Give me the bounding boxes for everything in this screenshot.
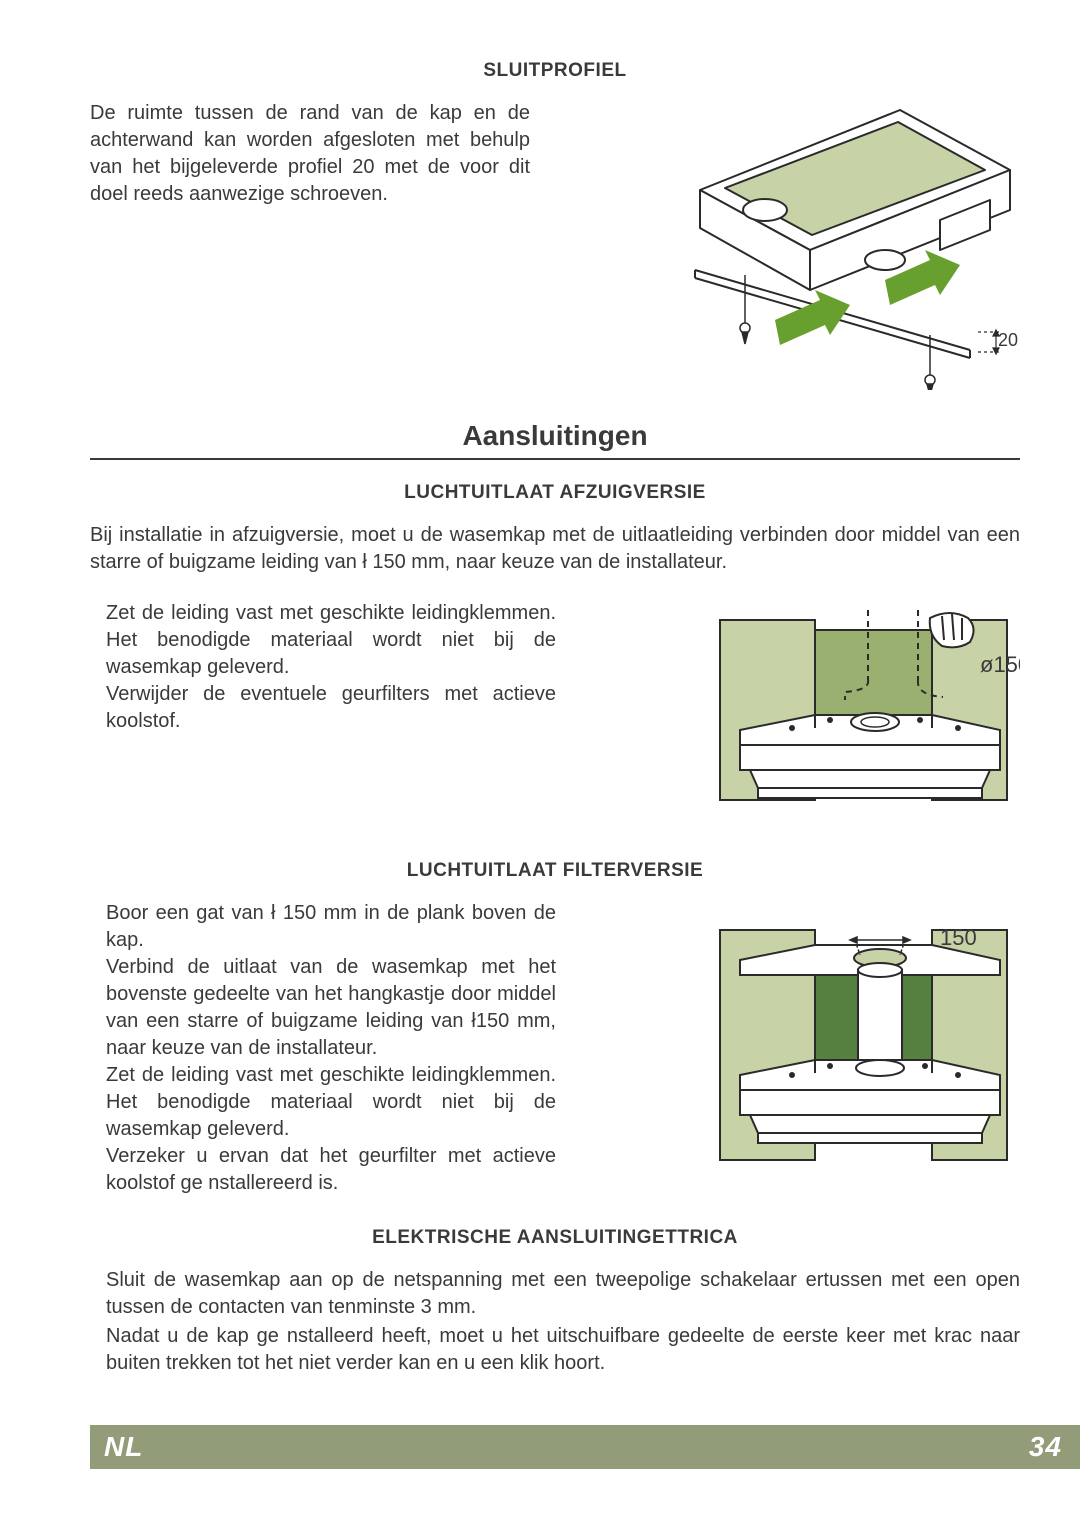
heading-afzuig: LUCHTUITLAAT AFZUIGVERSIE — [90, 482, 1020, 504]
filter-icon: 150 — [700, 900, 1020, 1190]
diagram-afzuig: ø150 — [700, 600, 1020, 830]
sluitprofiel-icon: 20 — [640, 100, 1020, 390]
bullet-filter-2: Verbind de uitlaat van de wasemkap met h… — [106, 954, 556, 1062]
footer-left: NL — [104, 1431, 143, 1463]
heading-sluitprofiel: SLUITPROFIEL — [90, 60, 1020, 82]
afzuig-icon: ø150 — [700, 600, 1020, 830]
label-20: 20 — [998, 330, 1018, 350]
row-afzuig: Zet de leiding vast met geschikte leidin… — [90, 600, 1020, 830]
bullet-filter-1: Boor een gat van ł 150 mm in de plank bo… — [106, 900, 556, 954]
bullet-filter-3: Zet de leiding vast met geschikte leidin… — [106, 1062, 556, 1143]
bullet-filter-4: Verzeker u ervan dat het geurfilter met … — [106, 1143, 556, 1197]
footer-right: 34 — [1029, 1431, 1062, 1463]
label-o150: ø150 — [980, 652, 1020, 677]
row-filter: Boor een gat van ł 150 mm in de plank bo… — [90, 900, 1020, 1197]
label-150: 150 — [940, 925, 977, 950]
main-title: Aansluitingen — [90, 420, 1020, 460]
footer-bar: NL 34 — [90, 1425, 1080, 1469]
diagram-filter: 150 — [700, 900, 1020, 1197]
bullet-elek-2: Nadat u de kap ge nstalleerd heeft, moet… — [106, 1323, 1020, 1377]
col-text-2: Zet de leiding vast met geschikte leidin… — [90, 600, 660, 830]
bullet-afzuig-2: Verwijder de eventuele geurfilters met a… — [106, 681, 556, 735]
bullet-elek-1: Sluit de wasemkap aan op de netspanning … — [106, 1267, 1020, 1321]
heading-filter: LUCHTUITLAAT FILTERVERSIE — [90, 860, 1020, 882]
col-text-1: De ruimte tussen de rand van de kap en d… — [90, 100, 600, 390]
diagram-sluitprofiel: 20 — [640, 100, 1020, 390]
body-sluitprofiel: De ruimte tussen de rand van de kap en d… — [90, 100, 530, 208]
heading-elektrisch: ELEKTRISCHE AANSLUITINGETTRICA — [90, 1227, 1020, 1249]
intro-afzuig: Bij installatie in afzuigversie, moet u … — [90, 522, 1020, 576]
bullet-afzuig-1: Zet de leiding vast met geschikte leidin… — [106, 600, 556, 681]
col-text-3: Boor een gat van ł 150 mm in de plank bo… — [90, 900, 660, 1197]
row-sluitprofiel: De ruimte tussen de rand van de kap en d… — [90, 100, 1020, 390]
page: SLUITPROFIEL De ruimte tussen de rand va… — [0, 0, 1080, 1529]
